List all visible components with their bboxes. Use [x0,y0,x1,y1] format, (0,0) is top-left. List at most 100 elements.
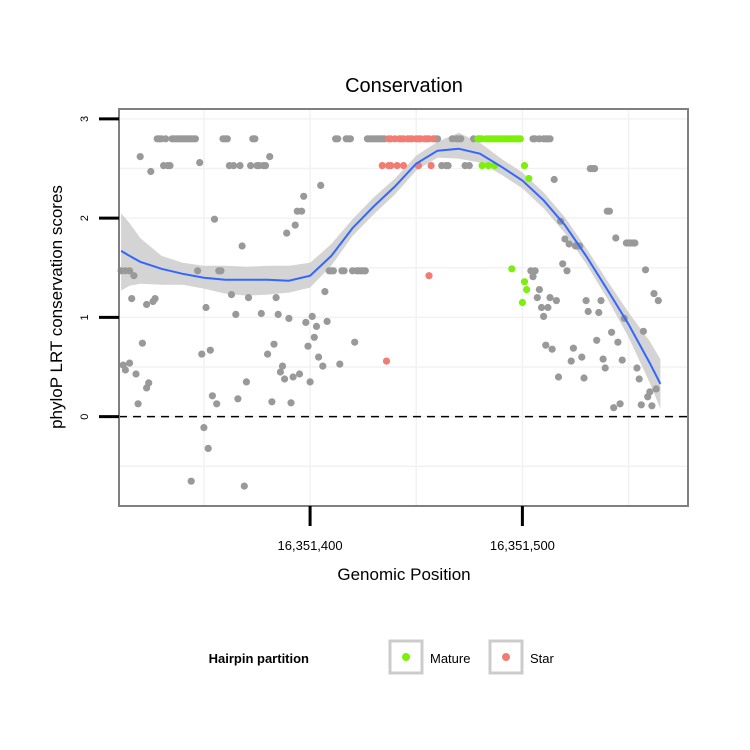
point-other [223,135,231,143]
point-other [329,267,337,275]
point-other [138,339,146,347]
point-other [312,322,321,330]
point-other [537,303,546,312]
point-other [593,336,601,344]
point-other [340,267,348,275]
confidence-ribbon [121,132,661,409]
point-other [291,221,299,229]
point-other [554,373,563,381]
legend: Hairpin partition Mature Star [209,639,555,675]
point-other [599,355,607,363]
point-other [191,135,199,143]
point-other [126,267,134,275]
point-other [272,294,280,302]
point-other [567,357,575,365]
point-other [143,300,151,309]
point-other [361,267,369,275]
x-tick-label: 16,351,500 [490,538,555,553]
point-other [308,312,316,320]
point-other [544,303,552,312]
point-other [635,375,643,383]
point-other [295,370,304,378]
point-other [612,234,620,242]
legend-entry-mature: Mature [388,639,470,675]
point-other [637,401,645,409]
point-other [652,385,660,393]
legend-title: Hairpin partition [209,651,309,666]
point-other [321,288,329,296]
point-other [542,341,550,349]
point-other [654,297,662,305]
point-other [276,368,284,376]
point-other [298,207,306,215]
point-mature [520,278,529,286]
point-other [650,290,658,298]
point-other [151,295,159,303]
point-other [217,267,225,275]
point-mature [520,162,529,170]
point-other [639,327,648,335]
y-axis: 0 1 2 3 [79,116,119,420]
point-other [565,240,573,248]
points-layer [117,135,662,490]
point-other [533,294,541,302]
point-other [268,398,276,406]
point-other [535,286,544,294]
point-other [614,338,622,346]
y-tick-label: 1 [79,314,91,320]
plot-panel [117,108,689,507]
point-other [346,135,354,143]
point-other [196,159,204,167]
point-other [540,312,548,320]
point-star [399,162,408,170]
point-other [580,374,588,382]
point-other [310,333,318,341]
point-mature [478,162,486,170]
point-other [261,162,270,170]
point-other [304,342,312,350]
point-other [584,307,592,316]
point-mature [484,162,492,170]
point-other [582,297,590,305]
point-other [202,303,210,312]
point-other [546,294,554,302]
point-other [194,267,202,275]
point-other [465,162,473,170]
point-other [166,162,174,170]
point-other [232,310,240,318]
legend-dot-mature [402,653,410,661]
point-other [121,366,129,374]
point-other [278,362,287,370]
point-star [429,135,437,143]
y-tick-label: 3 [79,116,91,122]
point-other [531,267,539,275]
point-other [641,266,650,274]
point-other [529,273,537,281]
point-other [444,162,452,170]
point-other [561,235,569,243]
point-other [289,373,297,381]
legend-dot-star [502,653,510,661]
x-axis: 16,351,400 16,351,500 [278,506,555,553]
point-other [210,215,219,223]
point-other [646,388,654,396]
point-other [595,308,603,317]
y-tick-label: 0 [79,414,91,420]
legend-entry-star: Star [488,639,555,675]
point-other [213,400,221,408]
point-other [323,317,331,325]
point-other [242,378,250,386]
point-other [227,291,236,299]
smooth-line [120,147,662,385]
panel-border [118,108,689,507]
point-other [145,379,153,387]
point-other [457,135,465,143]
point-other [306,378,314,386]
point-other [208,392,216,400]
point-other [128,295,136,303]
point-mature [523,286,531,294]
point-other [591,165,599,173]
point-other [126,359,134,367]
point-other [198,350,206,358]
point-other [134,400,142,408]
